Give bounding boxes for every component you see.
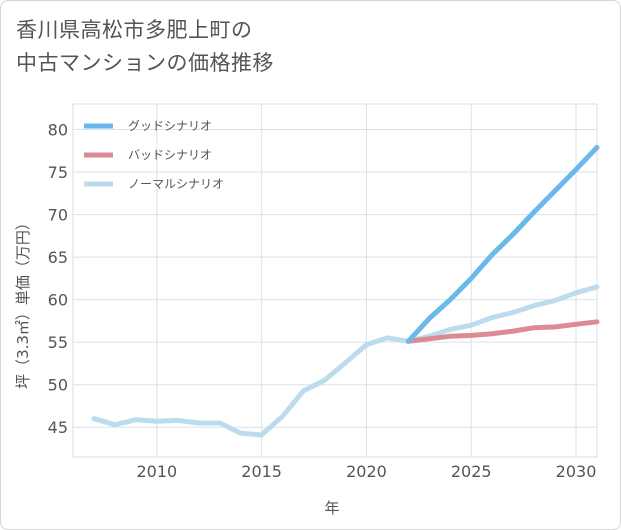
y-tick-label: 60 [48,291,68,310]
x-tick-label: 2015 [241,462,282,481]
series-line-2 [405,319,600,344]
y-tick-label: 80 [48,121,68,140]
y-axis-title: 坪（3.3㎡）単価（万円） [14,215,32,389]
x-axis-title: 年 [324,499,339,517]
x-tick-label: 2030 [556,462,597,481]
x-tick-label: 2025 [451,462,492,481]
y-tick-label: 45 [48,418,68,437]
y-tick-label: 65 [48,248,68,267]
plot-area [72,103,598,458]
legend-label: グッドシナリオ [128,119,212,133]
legend-label: ノーマルシナリオ [128,177,224,191]
gridlines [73,104,597,457]
chart-title-line-2: 中古マンションの価格推移 [16,51,274,75]
y-tick-label: 55 [48,333,68,352]
chart-title-line-1: 香川県高松市多肥上町の [16,18,253,42]
tick-labels: 2010 2015 2020 2025 2030 45 50 55 60 65 70 75 80 [48,121,597,481]
series-line-1 [405,144,600,344]
series-line-3 [91,284,600,438]
y-tick-label: 75 [48,163,68,182]
chart-title: 香川県高松市多肥上町の 中古マンションの価格推移 [16,14,274,80]
x-tick-label: 2010 [136,462,177,481]
series-lines [91,144,600,438]
x-tick-label: 2020 [346,462,387,481]
y-tick-label: 70 [48,206,68,225]
legend-label: バッドシナリオ [128,148,212,162]
y-tick-label: 50 [48,376,68,395]
